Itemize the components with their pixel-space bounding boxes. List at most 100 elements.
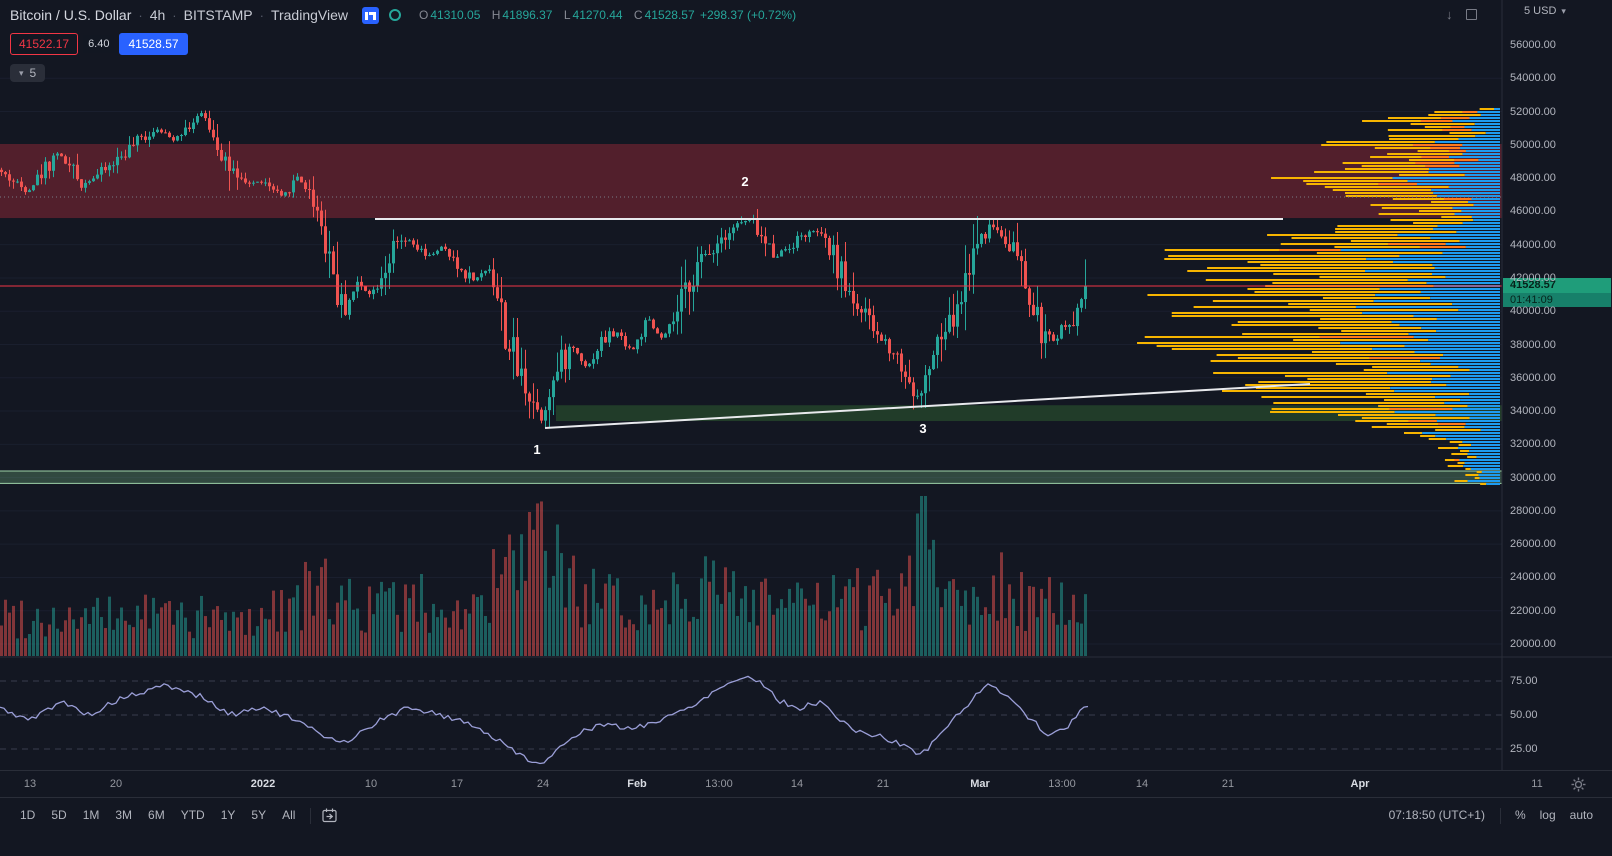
currency-label: 5 USD — [1524, 5, 1557, 17]
time-axis-label: 2022 — [250, 778, 276, 790]
high-value: 41896.37 — [502, 8, 553, 22]
indicator-legend-toggle[interactable]: ▾ 5 — [10, 64, 46, 82]
time-axis-label: Feb — [627, 778, 647, 790]
drawing-lines — [0, 218, 1502, 429]
range-3M[interactable]: 3M — [115, 808, 133, 822]
close-label: C — [633, 8, 643, 22]
time-axis-label: 11 — [1531, 778, 1543, 790]
price-scale-label: 42000.00 — [1510, 271, 1556, 284]
chevron-down-icon: ▾ — [1561, 5, 1566, 16]
scroll-down-icon[interactable]: ↓ — [1446, 7, 1453, 22]
range-YTD[interactable]: YTD — [180, 808, 205, 822]
maximize-icon[interactable] — [1465, 9, 1477, 20]
settings-icon[interactable] — [1571, 777, 1586, 792]
range-6M[interactable]: 6M — [148, 808, 165, 822]
price-scale-label: 54000.00 — [1510, 72, 1556, 85]
buy-price-button[interactable]: 41528.57 — [119, 33, 188, 55]
chevron-down-icon: ▾ — [19, 67, 24, 78]
range-buttons: 1D 5D 1M 3M 6M YTD 1Y 5Y All — [12, 799, 303, 832]
rsi-pane — [0, 675, 1502, 765]
time-axis-label: 13 — [23, 778, 37, 790]
exchange-label: BITSTAMP — [183, 7, 253, 23]
bar-countdown: 01:41:09 — [1503, 293, 1611, 307]
time-axis-label: 20 — [109, 778, 123, 790]
price-scale-label: 24000.00 — [1510, 571, 1556, 584]
brand-label: TradingView — [270, 7, 348, 23]
time-axis-label: 13:00 — [705, 778, 733, 790]
time-axis-label: 21 — [876, 778, 890, 790]
time-axis-label: 14 — [1135, 778, 1149, 790]
price-scale-label: 36000.00 — [1510, 371, 1556, 384]
indicator-count: 5 — [29, 66, 37, 80]
percent-scale-button[interactable]: % — [1514, 808, 1526, 822]
price-scale-label: 32000.00 — [1510, 438, 1556, 451]
close-value: 41528.57 — [644, 8, 695, 22]
clock-label[interactable]: 07:18:50 (UTC+1) — [1388, 808, 1485, 822]
ohlc-readout: O 41310.05 H 41896.37 L 41270.44 C 41528.57 … — [411, 8, 796, 22]
tradingview-logo-icon — [362, 6, 379, 24]
low-label: L — [563, 8, 571, 22]
price-scale-label: 22000.00 — [1510, 604, 1556, 617]
price-scale-label: 38000.00 — [1510, 338, 1556, 351]
time-axis-label: Apr — [1350, 778, 1370, 790]
go-to-date-icon[interactable] — [322, 808, 338, 823]
time-axis-label: 13:00 — [1048, 778, 1076, 790]
price-scale-label: 46000.00 — [1510, 205, 1556, 218]
interval-label[interactable]: 4h — [149, 7, 166, 23]
highlight-zones — [0, 144, 1502, 484]
currency-unit-button[interactable]: 5 USD ▾ — [1524, 5, 1566, 17]
open-value: 41310.05 — [430, 8, 481, 22]
range-1M[interactable]: 1M — [82, 808, 100, 822]
time-axis-label: 17 — [450, 778, 464, 790]
chart-corner-icons: ↓ — [1446, 8, 1477, 21]
range-1Y[interactable]: 1Y — [220, 808, 236, 822]
pane-separators — [0, 0, 1612, 770]
toolbar-divider — [1499, 808, 1501, 824]
price-scale[interactable]: 5 USD ▾ 41528.57 01:41:09 56000.00 54000.… — [1502, 0, 1612, 770]
price-scale-label: 50000.00 — [1510, 138, 1556, 151]
svg-text:2: 2 — [741, 174, 748, 189]
chart-header: Bitcoin / U.S. Dollar · 4h · BITSTAMP · … — [0, 0, 796, 30]
price-scale-label: 48000.00 — [1510, 172, 1556, 185]
high-label: H — [491, 8, 501, 22]
time-axis-label: Mar — [970, 778, 990, 790]
price-scale-label: 44000.00 — [1510, 238, 1556, 251]
candles — [0, 110, 1087, 429]
auto-scale-button[interactable]: auto — [1569, 808, 1593, 822]
open-label: O — [419, 8, 429, 22]
spread-value: 6.40 — [83, 35, 115, 53]
price-scale-label: 28000.00 — [1510, 504, 1556, 517]
range-1D[interactable]: 1D — [20, 808, 36, 822]
volume-profile — [1137, 108, 1500, 485]
price-scale-label: 20000.00 — [1510, 638, 1556, 650]
toolbar-divider — [310, 808, 312, 824]
last-price-tag: 41528.57 01:41:09 — [1503, 278, 1611, 307]
range-5D[interactable]: 5D — [51, 808, 67, 822]
svg-text:1: 1 — [533, 442, 540, 457]
market-status-icon[interactable] — [389, 9, 401, 21]
separator-dot: · — [138, 7, 143, 23]
svg-text:3: 3 — [919, 421, 926, 436]
quote-row: 41522.17 6.40 41528.57 — [10, 33, 188, 55]
price-scale-label: 52000.00 — [1510, 105, 1556, 118]
separator-dot: · — [259, 7, 264, 23]
separator-dot: · — [172, 7, 177, 23]
rsi-scale-label: 75.00 — [1510, 675, 1538, 687]
symbol-title[interactable]: Bitcoin / U.S. Dollar — [10, 7, 132, 23]
toolbar-right-group: 07:18:50 (UTC+1) % log auto — [1381, 799, 1600, 832]
time-axis[interactable]: 13 20 2022 10 17 24 Feb 13:00 14 21 Mar 13:00 14 21 Ap… — [0, 770, 1612, 798]
range-All[interactable]: All — [282, 808, 296, 822]
price-scale-label: 56000.00 — [1510, 39, 1556, 51]
time-axis-label: 21 — [1221, 778, 1235, 790]
bottom-toolbar: 1D 5D 1M 3M 6M YTD 1Y 5Y All 07:18:50 (UTC+1) % … — [0, 799, 1612, 856]
time-axis-label: 14 — [790, 778, 804, 790]
last-price-value: 41528.57 — [1503, 278, 1611, 293]
range-5Y[interactable]: 5Y — [251, 808, 267, 822]
time-axis-label: 10 — [364, 778, 378, 790]
rsi-scale-label: 25.00 — [1510, 743, 1538, 755]
price-scale-label: 30000.00 — [1510, 471, 1556, 484]
log-scale-button[interactable]: log — [1539, 808, 1556, 822]
rsi-scale-label: 50.00 — [1510, 709, 1538, 721]
sell-price-button[interactable]: 41522.17 — [10, 33, 79, 55]
